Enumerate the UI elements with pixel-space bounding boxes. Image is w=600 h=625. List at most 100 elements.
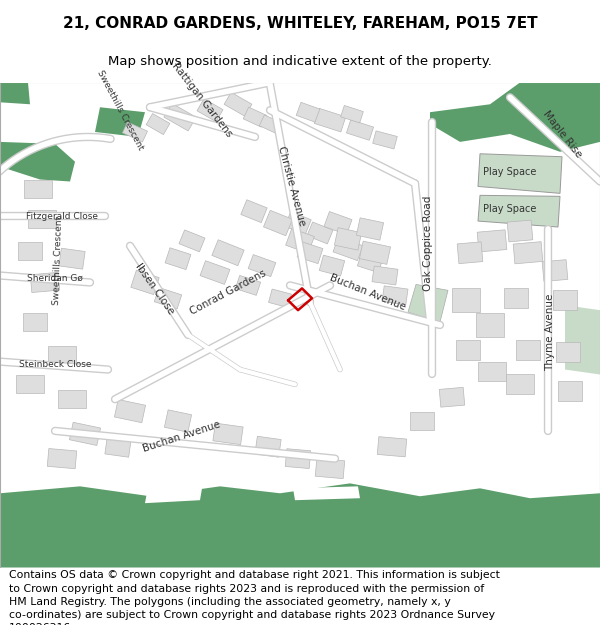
Polygon shape <box>0 82 30 104</box>
Polygon shape <box>0 142 75 181</box>
Polygon shape <box>542 259 568 281</box>
Polygon shape <box>47 449 77 469</box>
Polygon shape <box>212 240 244 266</box>
Polygon shape <box>478 196 560 227</box>
Polygon shape <box>477 230 507 252</box>
Polygon shape <box>478 154 562 193</box>
Polygon shape <box>457 242 483 264</box>
Polygon shape <box>164 410 191 432</box>
Text: Buchan Avenue: Buchan Avenue <box>142 419 222 454</box>
Polygon shape <box>359 241 391 264</box>
Polygon shape <box>213 423 243 444</box>
Polygon shape <box>297 242 323 264</box>
Polygon shape <box>224 92 252 116</box>
Polygon shape <box>241 200 267 222</box>
Polygon shape <box>296 102 320 122</box>
Polygon shape <box>16 376 44 393</box>
Polygon shape <box>356 217 383 240</box>
Polygon shape <box>408 284 448 322</box>
Text: Buchan Avenue: Buchan Avenue <box>329 272 407 312</box>
Polygon shape <box>334 228 362 250</box>
Polygon shape <box>263 211 292 236</box>
Polygon shape <box>255 436 281 457</box>
Polygon shape <box>452 288 480 312</box>
Polygon shape <box>314 108 346 132</box>
Polygon shape <box>373 131 397 149</box>
Polygon shape <box>293 486 360 500</box>
Polygon shape <box>58 391 86 408</box>
Polygon shape <box>235 276 260 296</box>
Polygon shape <box>372 266 398 285</box>
Text: Fitzgerald Close: Fitzgerald Close <box>26 212 98 221</box>
Polygon shape <box>48 346 76 364</box>
Polygon shape <box>507 220 533 242</box>
Polygon shape <box>377 437 407 457</box>
Polygon shape <box>18 242 42 259</box>
Polygon shape <box>59 248 85 269</box>
Polygon shape <box>430 82 600 152</box>
Polygon shape <box>0 483 600 568</box>
Polygon shape <box>319 255 344 276</box>
Polygon shape <box>200 261 230 284</box>
Polygon shape <box>558 381 582 401</box>
Polygon shape <box>285 212 311 234</box>
Text: Conrad Gardens: Conrad Gardens <box>188 268 268 317</box>
Text: Play Space: Play Space <box>484 167 536 177</box>
Polygon shape <box>553 291 577 310</box>
Polygon shape <box>513 242 543 264</box>
Text: Sheridan Gø: Sheridan Gø <box>27 274 83 283</box>
Polygon shape <box>146 114 170 134</box>
Polygon shape <box>30 272 60 292</box>
Polygon shape <box>28 210 56 228</box>
Polygon shape <box>478 362 506 381</box>
Text: Oak Coppice Road: Oak Coppice Road <box>423 195 433 291</box>
Polygon shape <box>269 289 292 308</box>
Polygon shape <box>286 228 314 253</box>
Polygon shape <box>324 211 352 234</box>
Polygon shape <box>115 399 146 422</box>
Polygon shape <box>105 436 131 457</box>
Text: Sweethills Crescent: Sweethills Crescent <box>95 69 145 152</box>
Polygon shape <box>565 305 600 374</box>
Polygon shape <box>382 286 408 305</box>
Text: Christie Avenue: Christie Avenue <box>277 146 307 228</box>
Polygon shape <box>197 99 223 122</box>
Polygon shape <box>346 120 374 140</box>
Polygon shape <box>23 313 47 331</box>
Text: Contains OS data © Crown copyright and database right 2021. This information is : Contains OS data © Crown copyright and d… <box>9 571 500 625</box>
Text: Maple Rise: Maple Rise <box>541 109 583 159</box>
Polygon shape <box>154 288 182 309</box>
Polygon shape <box>439 388 465 407</box>
Polygon shape <box>243 107 267 127</box>
Polygon shape <box>164 103 196 131</box>
Polygon shape <box>410 412 434 430</box>
Polygon shape <box>456 340 480 359</box>
Polygon shape <box>145 488 202 503</box>
Text: Play Space: Play Space <box>484 204 536 214</box>
Polygon shape <box>504 288 528 308</box>
Polygon shape <box>248 254 276 277</box>
Polygon shape <box>358 253 383 272</box>
Polygon shape <box>70 422 101 446</box>
Polygon shape <box>341 106 364 123</box>
Polygon shape <box>95 107 145 137</box>
Polygon shape <box>307 222 333 244</box>
Polygon shape <box>516 340 540 359</box>
Polygon shape <box>122 122 148 142</box>
Text: 21, CONRAD GARDENS, WHITELEY, FAREHAM, PO15 7ET: 21, CONRAD GARDENS, WHITELEY, FAREHAM, P… <box>62 16 538 31</box>
Text: Thyme Avenue: Thyme Avenue <box>545 293 555 371</box>
Polygon shape <box>556 342 580 362</box>
Polygon shape <box>179 230 205 252</box>
Text: Steinbeck Close: Steinbeck Close <box>19 360 91 369</box>
Polygon shape <box>315 459 345 479</box>
Text: Rattigan Gardens: Rattigan Gardens <box>170 61 234 139</box>
Text: Ibsen Close: Ibsen Close <box>134 261 176 316</box>
Text: Map shows position and indicative extent of the property.: Map shows position and indicative extent… <box>108 56 492 68</box>
Polygon shape <box>24 181 52 198</box>
Polygon shape <box>259 115 281 133</box>
Polygon shape <box>285 449 311 469</box>
Polygon shape <box>165 248 191 269</box>
Polygon shape <box>506 374 534 394</box>
Polygon shape <box>333 237 363 261</box>
Text: Sweethills Crescent: Sweethills Crescent <box>52 216 64 306</box>
